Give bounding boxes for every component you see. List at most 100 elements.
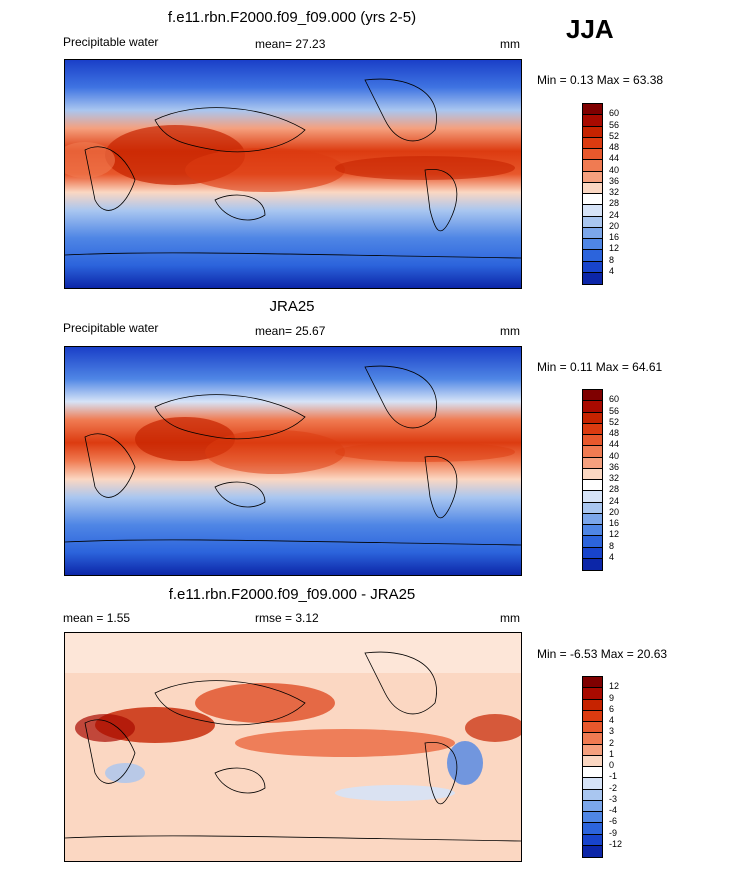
colorbar-segment [583,104,602,116]
panel-3-title: f.e11.rbn.F2000.f09_f09.000 - JRA25 [168,586,416,603]
colorbar-tick-label: 8 [609,540,615,551]
colorbar-tick-label: 56 [609,405,620,416]
colorbar-tick-label: 28 [609,484,620,495]
colorbar-tick-label: 32 [609,473,620,483]
colorbar-segment [583,744,602,756]
colorbar-tick-label: 48 [609,428,620,438]
colorbar-segment [583,547,602,559]
colorbar-segment [583,205,602,217]
colorbar-segment [583,722,602,734]
colorbar-tick-label: 36 [609,461,620,472]
colorbar-segment [583,412,602,424]
colorbar-segment [583,272,602,284]
colorbar-segment [583,137,602,149]
panel-2-field [65,347,521,575]
colorbar-segment [583,710,602,722]
colorbar-segment [583,182,602,194]
colorbar-segment [583,502,602,514]
colorbar-tick-label: 44 [609,153,620,164]
colorbar-tick-label: -1 [609,771,618,782]
colorbar-segment [583,446,602,458]
panel-1-minmax: Min = 0.13 Max = 63.38 [537,73,664,87]
colorbar-tick-label: 60 [609,394,620,405]
panel-2-mean: mean= 25.67 [255,324,326,338]
colorbar-segment [583,845,602,857]
panel-1-variable-label: Precipitable water [63,35,159,49]
colorbar-tick-label: 16 [609,518,620,528]
panel-2-title: JRA25 [269,298,315,315]
colorbar-tick-label: 48 [609,142,620,152]
colorbar-segment [583,149,602,161]
panel-2-map [64,346,522,576]
colorbar-tick-label: 4 [609,265,615,276]
colorbar-tick-label: -2 [609,782,618,793]
colorbar-segment [583,115,602,127]
colorbar-tick-label: 12 [609,529,620,540]
colorbar-segment [583,513,602,525]
colorbar-segment [583,239,602,251]
colorbar-segment [583,250,602,262]
colorbar-segment [583,778,602,790]
colorbar-segment [583,800,602,812]
colorbar-tick-label: 1 [609,748,615,759]
colorbar-segment [583,688,602,700]
colorbar-segment [583,227,602,239]
colorbar-segment [583,733,602,745]
colorbar-segment [583,126,602,138]
colorbar-segment [583,468,602,480]
colorbar-tick-label: 28 [609,198,620,209]
colorbar-segment [583,423,602,435]
colorbar-segment [583,699,602,711]
colorbar-segment [583,171,602,183]
colorbar-segment [583,834,602,846]
colorbar-tick-label: 2 [609,737,615,748]
colorbar-tick-label: 40 [609,450,620,461]
colorbar-segment [583,390,602,402]
colorbar-segment [583,261,602,273]
colorbar-segment [583,755,602,767]
colorbar-tick-label: 56 [609,119,620,130]
colorbar-tick-label: -6 [609,816,618,827]
colorbar-tick-label: 9 [609,692,615,703]
colorbar-tick-label: 12 [609,243,620,254]
colorbar-tick-label: 8 [609,254,615,265]
colorbar-tick-label: 6 [609,703,615,714]
panel-3-field [65,633,521,861]
panel-1-field [65,60,521,288]
colorbar-tick-label: 24 [609,495,620,506]
panel-2-colorbar [582,389,603,571]
colorbar-tick-label: 60 [609,108,620,119]
colorbar-segment [583,558,602,570]
colorbar-tick-label: 24 [609,209,620,220]
colorbar-segment [583,823,602,835]
colorbar-segment [583,812,602,824]
colorbar-tick-label: 20 [609,506,620,517]
colorbar-tick-label: -9 [609,827,618,838]
panel-1-map [64,59,522,289]
colorbar-tick-label: 52 [609,416,620,427]
colorbar-segment [583,435,602,447]
panel-3-colorbar [582,676,603,858]
panel-3-mean: mean = 1.55 [63,611,131,625]
panel-3-minmax: Min = -6.53 Max = 20.63 [537,647,668,661]
colorbar-segment [583,536,602,548]
colorbar-segment [583,767,602,779]
panel-1-mean: mean= 27.23 [255,37,326,51]
panel-1-colorbar [582,103,603,285]
panel-3-rmse: rmse = 3.12 [255,611,319,625]
colorbar-segment [583,677,602,689]
colorbar-tick-label: -12 [609,838,623,849]
panel-3-map [64,632,522,862]
colorbar-segment [583,401,602,413]
colorbar-tick-label: -4 [609,805,618,815]
colorbar-tick-label: 20 [609,220,620,231]
panel-1-units: mm [500,37,520,51]
colorbar-segment [583,525,602,537]
colorbar-segment [583,194,602,206]
colorbar-segment [583,491,602,503]
colorbar-tick-label: 44 [609,439,620,450]
colorbar-segment [583,216,602,228]
panel-3-units: mm [500,611,520,625]
colorbar-segment [583,789,602,801]
colorbar-tick-label: 52 [609,130,620,141]
